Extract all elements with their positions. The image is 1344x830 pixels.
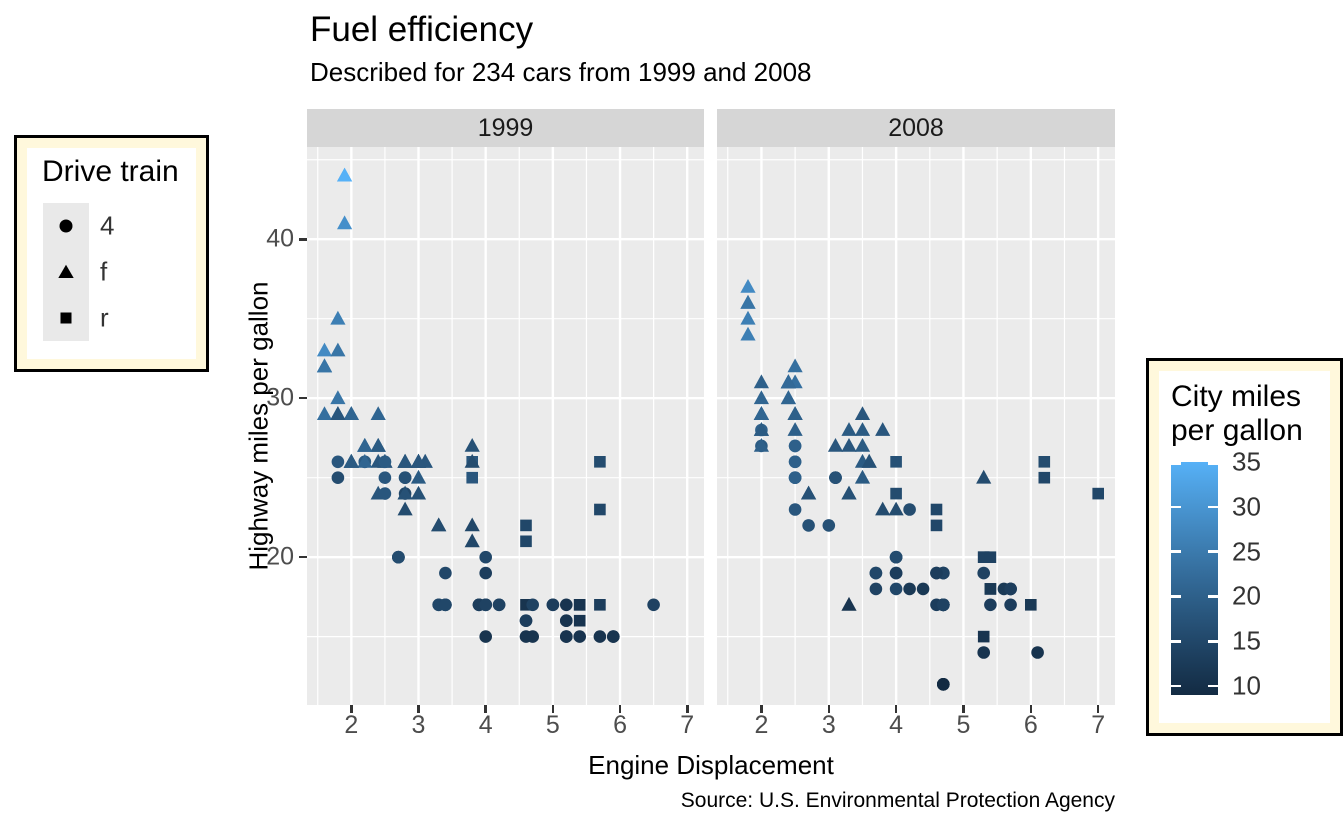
caption: Source: U.S. Environmental Protection Ag… — [680, 789, 1115, 812]
y-axis-tick — [299, 238, 307, 241]
x-tick-label: 3 — [821, 711, 836, 739]
colorbar-title-line2: per gallon — [1171, 414, 1303, 447]
legend-drive-train: Drive train 4 f r — [14, 135, 209, 372]
square-key-icon — [60, 312, 72, 324]
colorbar-tick-label: 10 — [1232, 670, 1261, 701]
colorbar-tick — [1171, 462, 1181, 465]
colorbar-tick-label: 30 — [1232, 491, 1261, 522]
x-axis-tick — [350, 705, 353, 713]
x-axis-tick — [686, 705, 689, 713]
colorbar-tick — [1171, 640, 1181, 643]
x-axis-tick — [827, 705, 831, 713]
x-axis-title: Engine Displacement — [588, 750, 834, 780]
x-tick-label: 6 — [613, 711, 627, 739]
colorbar-tick — [1208, 595, 1218, 598]
x-tick-label: 2 — [754, 711, 769, 739]
y-tick-label: 20 — [266, 542, 294, 571]
triangle-key-icon — [58, 264, 74, 278]
colorbar-gradient — [1171, 462, 1218, 695]
x-tick-label: 3 — [411, 711, 426, 739]
legend-label-r: r — [100, 302, 109, 333]
x-axis-tick — [417, 705, 420, 713]
x-tick-label: 5 — [956, 711, 971, 739]
x-axis-tick — [1096, 705, 1100, 713]
y-axis-tick — [299, 396, 307, 400]
colorbar-tick-label: 15 — [1232, 625, 1261, 656]
colorbar-tick-label: 35 — [1232, 446, 1261, 477]
colorbar-tick — [1208, 462, 1218, 465]
colorbar-tick — [1208, 640, 1218, 643]
x-axis-tick — [484, 705, 487, 713]
legend-drive-train-title: Drive train — [42, 155, 179, 188]
legend-key-shapes — [58, 219, 74, 324]
x-tick-label: 6 — [1023, 711, 1038, 739]
legend-label-4: 4 — [100, 210, 115, 241]
scatter-panel-2008 — [717, 147, 1115, 705]
x-axis-tick — [894, 705, 898, 713]
colorbar-tick — [1208, 550, 1218, 553]
colorbar-tick-label: 25 — [1232, 536, 1261, 567]
circle-key-icon — [59, 219, 73, 233]
colorbar-tick — [1208, 505, 1218, 509]
x-axis-tick — [551, 705, 555, 713]
x-tick-label: 2 — [344, 711, 359, 739]
colorbar-tick-label: 20 — [1232, 580, 1261, 611]
scatter-panel-1999 — [307, 147, 704, 705]
colorbar-tick — [1171, 550, 1181, 553]
x-axis-tick — [618, 705, 622, 713]
y-tick-label: 30 — [266, 383, 294, 412]
x-tick-label: 5 — [545, 711, 560, 739]
y-axis-title: Highway miles per gallon — [243, 281, 274, 571]
plot-subtitle: Described for 234 cars from 1999 and 200… — [310, 57, 812, 87]
plot-title: Fuel efficiency — [310, 10, 534, 49]
colorbar-tick — [1171, 595, 1181, 598]
x-tick-label: 7 — [680, 711, 695, 739]
x-tick-label: 4 — [889, 711, 904, 739]
colorbar-title: City miles per gallon — [1171, 380, 1303, 448]
x-tick-label: 7 — [1091, 711, 1106, 739]
facet-strip-1999: 1999 — [307, 109, 704, 147]
legend-colorbar: City miles per gallon 35 30 25 20 15 10 — [1146, 358, 1343, 736]
colorbar-title-line1: City miles — [1171, 380, 1302, 413]
colorbar-tick — [1171, 684, 1181, 688]
legend-label-f: f — [100, 256, 108, 287]
y-axis-tick — [299, 555, 307, 559]
colorbar-tick — [1171, 505, 1181, 509]
x-axis-tick — [1029, 705, 1033, 713]
facet-strip-2008: 2008 — [717, 109, 1115, 147]
y-tick-label: 40 — [266, 224, 294, 253]
colorbar-tick — [1208, 684, 1218, 688]
x-tick-label: 4 — [478, 711, 493, 739]
x-axis-tick — [760, 705, 763, 713]
x-axis-tick — [962, 705, 965, 713]
